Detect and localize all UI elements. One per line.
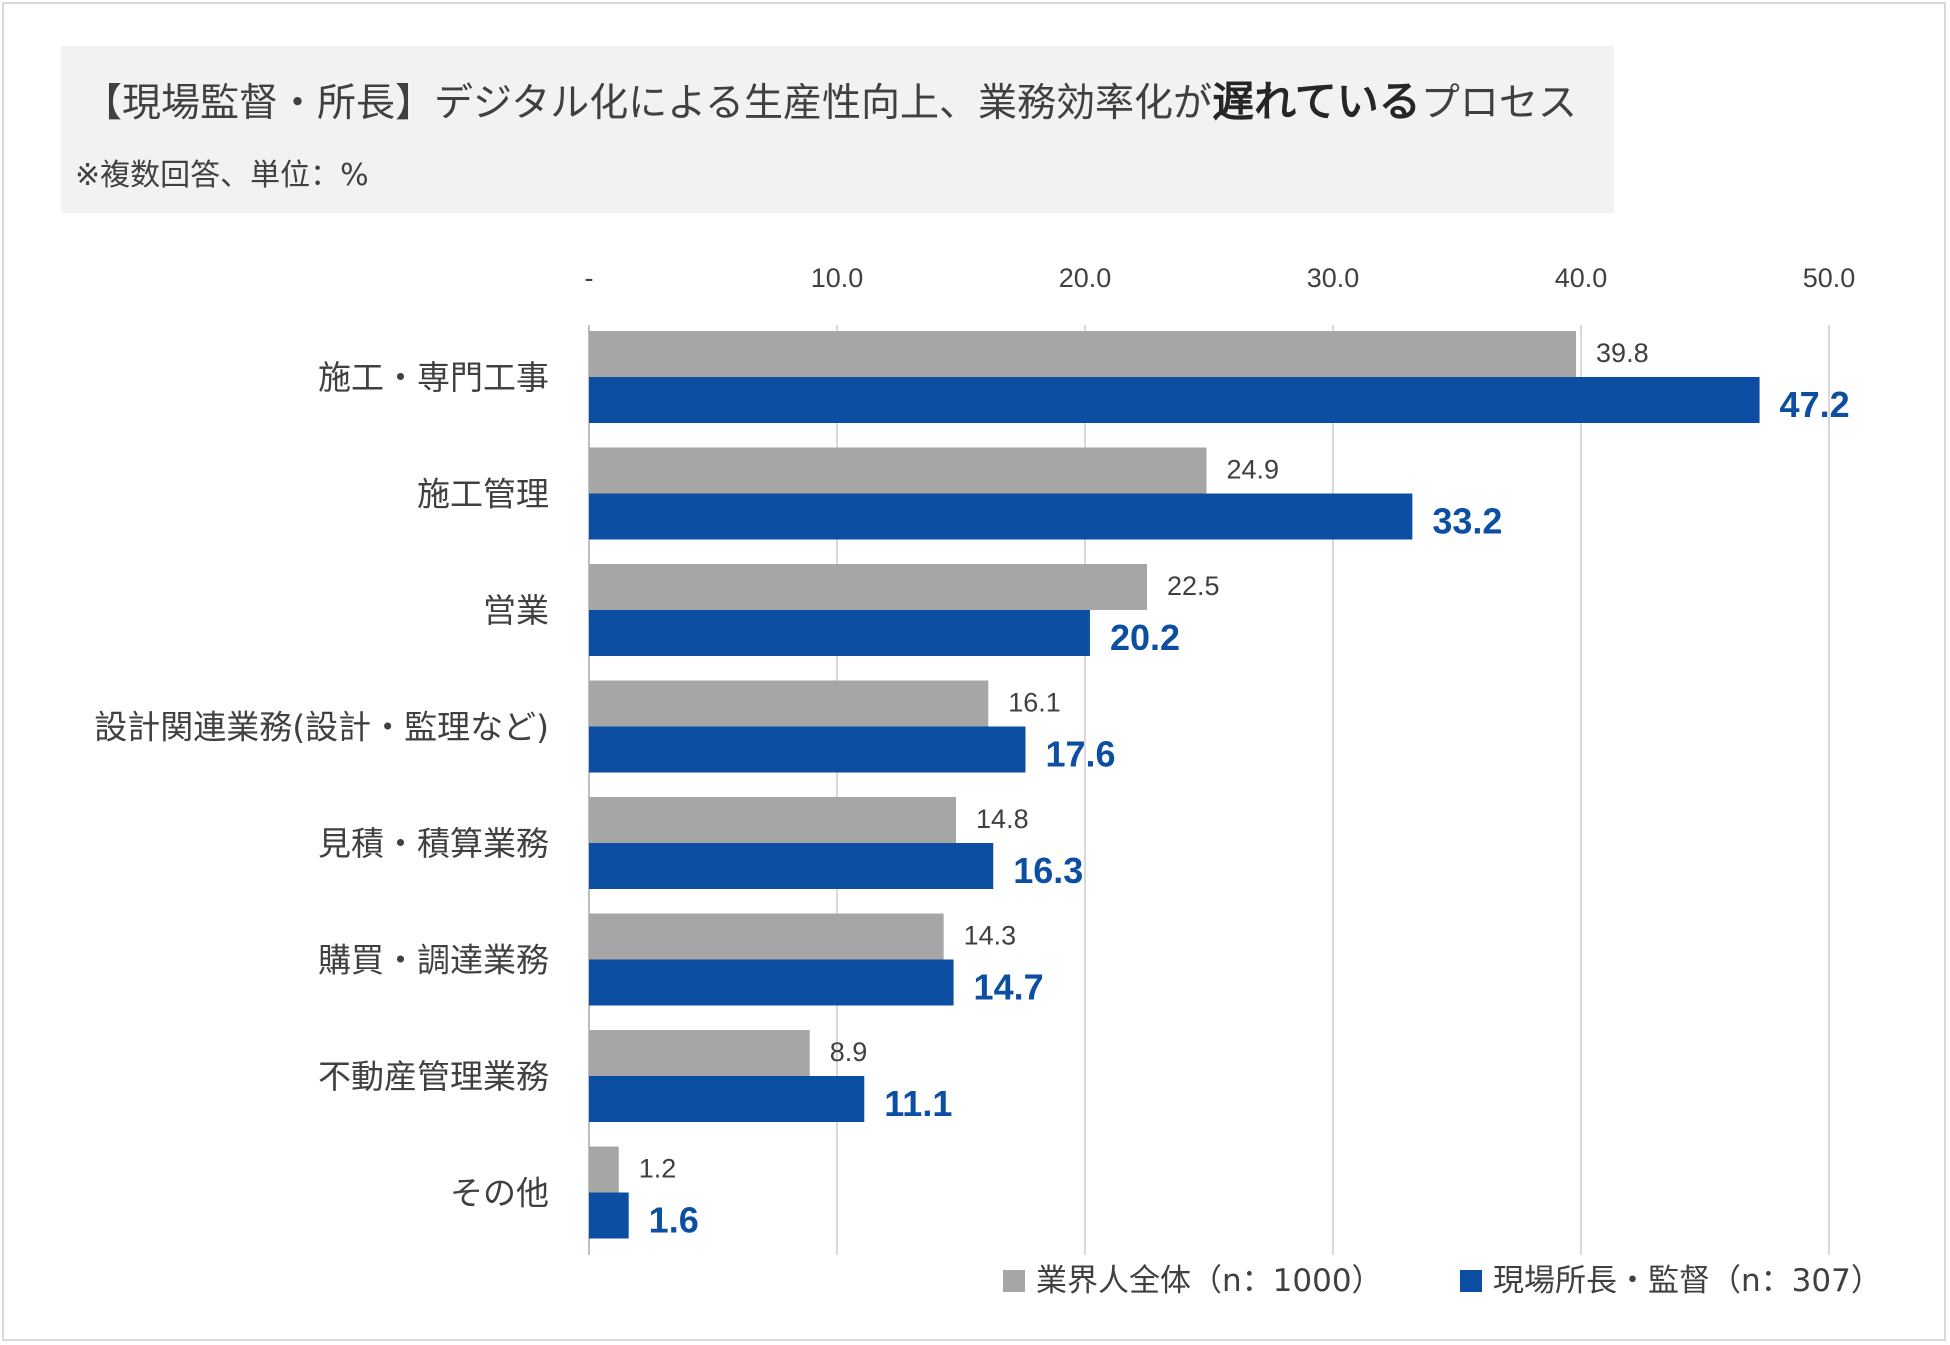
title-prefix: 【現場監督・所長】デジタル化による生産性向上、業務効率化が bbox=[83, 81, 1213, 126]
category-label-1: 施工管理 bbox=[417, 475, 549, 514]
data-label-site-4: 16.3 bbox=[1013, 850, 1083, 891]
x-tick-label-1: 10.0 bbox=[811, 263, 864, 293]
bar-all-4 bbox=[589, 797, 957, 843]
data-label-all-6: 8.9 bbox=[830, 1037, 868, 1067]
data-label-all-2: 22.5 bbox=[1167, 571, 1220, 601]
category-label-4: 見積・積算業務 bbox=[318, 824, 549, 863]
legend-swatch-all bbox=[1003, 1270, 1025, 1292]
data-label-site-7: 1.6 bbox=[649, 1200, 699, 1241]
bar-site-3 bbox=[589, 726, 1026, 773]
data-label-site-2: 20.2 bbox=[1110, 617, 1180, 658]
data-label-site-1: 33.2 bbox=[1432, 501, 1502, 542]
legend-label-all: 業界人全体（n：1000） bbox=[1036, 1263, 1383, 1299]
data-label-site-6: 11.1 bbox=[884, 1083, 952, 1124]
x-tick-label-5: 50.0 bbox=[1803, 263, 1856, 293]
bar-all-1 bbox=[589, 447, 1207, 494]
title-emphasis: 遅れている bbox=[1212, 77, 1421, 126]
x-tick-label-2: 20.0 bbox=[1059, 263, 1112, 293]
chart-subtitle: ※複数回答、単位：% bbox=[75, 158, 369, 193]
bar-site-4 bbox=[589, 843, 994, 889]
data-label-all-5: 14.3 bbox=[964, 921, 1017, 951]
data-label-all-0: 39.8 bbox=[1596, 338, 1649, 368]
data-label-site-0: 47.2 bbox=[1780, 384, 1850, 425]
data-label-all-3: 16.1 bbox=[1008, 688, 1061, 718]
bar-site-5 bbox=[589, 959, 954, 1006]
category-label-6: 不動産管理業務 bbox=[318, 1057, 549, 1096]
bar-all-0 bbox=[589, 331, 1577, 377]
x-tick-label-3: 30.0 bbox=[1307, 263, 1360, 293]
data-label-all-4: 14.8 bbox=[976, 804, 1029, 834]
legend-label-site: 現場所長・監督（n：307） bbox=[1493, 1263, 1882, 1299]
category-label-3: 設計関連業務(設計・監理など) bbox=[94, 708, 549, 747]
data-label-site-5: 14.7 bbox=[974, 967, 1044, 1008]
data-label-all-7: 1.2 bbox=[639, 1154, 677, 1184]
chart-title: 【現場監督・所長】デジタル化による生産性向上、業務効率化が遅れているプロセス bbox=[83, 68, 1577, 129]
bar-site-7 bbox=[589, 1192, 629, 1239]
bar-all-2 bbox=[589, 564, 1147, 610]
bar-site-1 bbox=[589, 493, 1413, 540]
category-label-0: 施工・専門工事 bbox=[318, 358, 549, 397]
bar-all-3 bbox=[589, 680, 989, 727]
title-suffix: プロセス bbox=[1420, 81, 1577, 126]
data-label-site-3: 17.6 bbox=[1045, 734, 1115, 775]
bar-all-7 bbox=[589, 1146, 619, 1193]
bar-all-5 bbox=[589, 913, 944, 960]
bar-all-6 bbox=[589, 1030, 810, 1076]
x-tick-label-4: 40.0 bbox=[1555, 263, 1608, 293]
title-panel: 【現場監督・所長】デジタル化による生産性向上、業務効率化が遅れているプロセス ※… bbox=[61, 46, 1614, 213]
x-tick-label-0: - bbox=[585, 263, 594, 293]
category-label-7: その他 bbox=[450, 1174, 549, 1213]
data-label-all-1: 24.9 bbox=[1227, 455, 1280, 485]
bar-site-6 bbox=[589, 1076, 865, 1122]
bar-site-2 bbox=[589, 610, 1090, 656]
bar-site-0 bbox=[589, 377, 1760, 423]
category-label-2: 営業 bbox=[483, 591, 549, 630]
category-label-5: 購買・調達業務 bbox=[318, 941, 549, 980]
legend-swatch-site bbox=[1460, 1270, 1482, 1292]
